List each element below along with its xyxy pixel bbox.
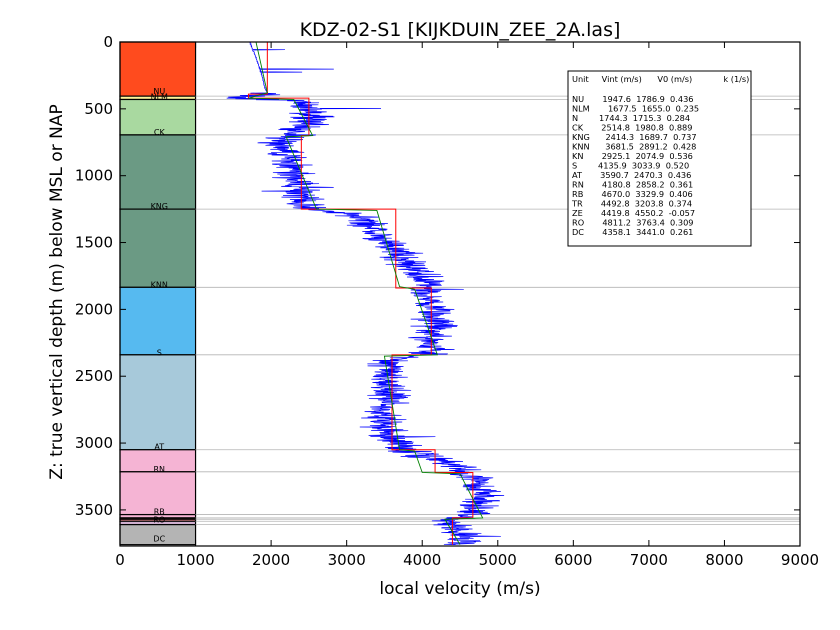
x-tick-label: 5000 xyxy=(479,551,517,569)
y-tick-label: 1000 xyxy=(75,167,113,185)
unit-label-kng: KNG xyxy=(151,202,168,211)
unit-block-knn xyxy=(119,286,197,356)
y-tick-label: 2500 xyxy=(75,367,113,385)
unit-block-s xyxy=(119,354,197,451)
legend-row: AT 3590.7 2470.3 0.436 xyxy=(572,170,691,180)
unit-label-nu: NU xyxy=(153,87,165,96)
legend-row: S 4135.9 3033.9 0.520 xyxy=(572,161,689,171)
unit-label-rb: RB xyxy=(154,508,165,517)
linear-trend-line xyxy=(248,41,484,545)
legend-row: N 1744.3 1715.3 0.284 xyxy=(572,113,690,123)
legend-row: RN 4180.8 2858.2 0.361 xyxy=(572,180,693,190)
x-tick-label: 0 xyxy=(115,551,125,569)
x-tick-label: 8000 xyxy=(705,551,743,569)
legend-row: KNN 3681.5 2891.2 0.428 xyxy=(572,142,696,152)
legend-row: TR 4492.8 3203.8 0.374 xyxy=(571,199,692,209)
chart-title: KDZ-02-S1 [KIJKDUIN_ZEE_2A.las] xyxy=(300,19,621,41)
legend-frame xyxy=(567,70,752,247)
unit-label-nlm: NLM xyxy=(151,92,168,101)
unit-block-ck xyxy=(119,134,197,210)
legend-row: KN 2925.1 2074.9 0.536 xyxy=(572,151,693,161)
y-tick-label: 2000 xyxy=(75,300,113,318)
legend-row: NU 1947.6 1786.9 0.436 xyxy=(572,94,693,104)
x-tick-label: 9000 xyxy=(781,551,819,569)
y-axis-label: Z: true vertical depth (m) below MSL or … xyxy=(47,104,67,479)
x-tick-label: 2000 xyxy=(252,551,290,569)
y-tick-label: 3000 xyxy=(75,434,113,452)
legend-box: Unit Vint (m/s) V0 (m/s) k (1/s) NU 1947.… xyxy=(567,70,752,247)
x-tick-label: 4000 xyxy=(403,551,441,569)
unit-label-rn: RN xyxy=(154,465,166,474)
y-tick-label: 0 xyxy=(103,33,113,51)
unit-label-at: AT xyxy=(154,443,164,452)
legend-row: KNG 2414.3 1689.7 0.737 xyxy=(572,132,697,142)
y-tick-label: 3500 xyxy=(75,501,113,519)
x-tick-label: 3000 xyxy=(328,551,366,569)
legend-row: ZE 4419.8 4550.2 -0.057 xyxy=(572,208,695,218)
y-tick-label: 1500 xyxy=(75,234,113,252)
legend-header: Unit Vint (m/s) V0 (m/s) k (1/s) xyxy=(572,74,749,84)
x-tick-label: 1000 xyxy=(176,551,214,569)
x-tick-label: 7000 xyxy=(630,551,668,569)
unit-label-dc: DC xyxy=(153,534,165,543)
unit-label-ck: CK xyxy=(154,128,166,137)
y-tick-label: 500 xyxy=(84,100,113,118)
plot-frame xyxy=(119,41,801,547)
unit-block-n xyxy=(119,98,197,136)
unit-label-s: S xyxy=(157,348,162,357)
legend-row: NLM 1677.5 1655.0 0.235 xyxy=(572,104,699,114)
legend-row: RB 4670.0 3329.9 0.406 xyxy=(572,189,693,199)
x-tick-label: 6000 xyxy=(554,551,592,569)
unit-block-nu xyxy=(119,41,197,97)
legend-row: CK 2514.8 1980.8 0.889 xyxy=(572,123,692,133)
legend-row: DC 4358.1 3441.0 0.261 xyxy=(572,227,693,237)
unit-label-knn: KNN xyxy=(151,280,168,289)
legend-row: RO 4811.2 3763.4 0.309 xyxy=(572,218,694,228)
unit-block-kng xyxy=(119,208,197,288)
unit-label-ro: RO xyxy=(153,516,165,525)
x-axis-label: local velocity (m/s) xyxy=(379,579,540,599)
